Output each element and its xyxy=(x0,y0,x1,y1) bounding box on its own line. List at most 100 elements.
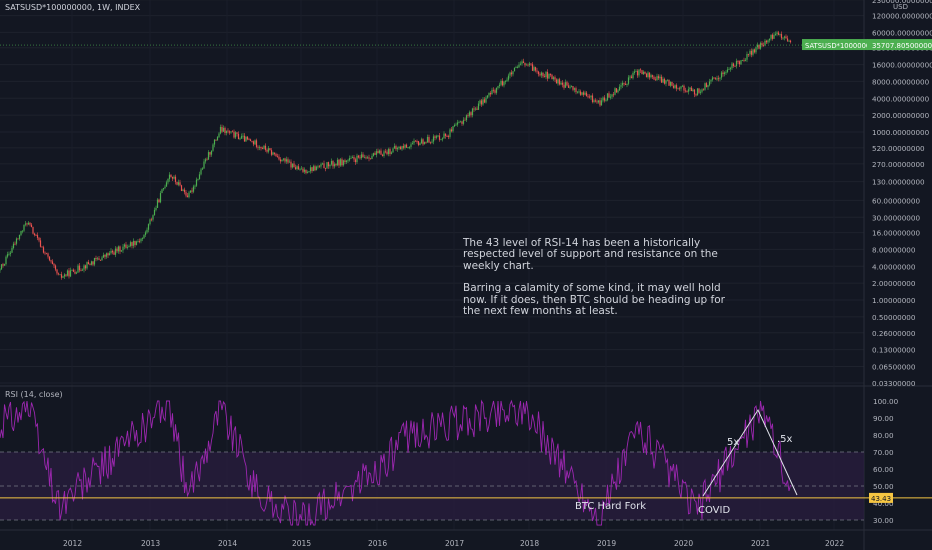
candle-body xyxy=(252,141,255,145)
candle-body xyxy=(474,108,477,110)
candle-body xyxy=(632,72,634,79)
candle-body xyxy=(23,224,25,231)
candle-body xyxy=(555,79,558,84)
candle-body xyxy=(590,95,592,98)
candle-body xyxy=(705,83,708,88)
candle-body xyxy=(6,254,9,257)
candle-body xyxy=(285,159,288,162)
candle-body xyxy=(479,100,481,104)
candle-body xyxy=(684,90,687,92)
candle-body xyxy=(338,159,340,166)
candle-body xyxy=(198,174,201,180)
candle-body xyxy=(324,167,327,169)
candle-body xyxy=(414,140,417,142)
candle-body xyxy=(269,148,271,151)
currency-label: USD xyxy=(893,3,908,11)
candle-body xyxy=(260,146,262,149)
price-tick-label: 16000.00000000 xyxy=(872,61,932,70)
candle-body xyxy=(294,167,297,170)
candle-body xyxy=(291,163,294,168)
candle-body xyxy=(594,100,597,102)
candle-body xyxy=(327,162,330,167)
candle-body xyxy=(206,159,208,161)
candle-body xyxy=(29,222,31,225)
candle-body xyxy=(71,269,73,271)
candle-body xyxy=(78,265,81,271)
candle-body xyxy=(234,132,237,138)
candle-body xyxy=(134,240,136,245)
candle-body xyxy=(275,153,277,157)
price-tick-label: 4.00000000 xyxy=(872,262,916,271)
candle-body xyxy=(693,89,696,95)
candle-body xyxy=(308,171,310,173)
candle-body xyxy=(680,86,682,89)
candle-body xyxy=(581,92,583,95)
candle-body xyxy=(750,50,753,55)
candle-body xyxy=(725,71,727,73)
candle-body xyxy=(537,71,540,75)
candle-body xyxy=(69,270,72,277)
candle-body xyxy=(588,96,591,98)
candle-body xyxy=(758,44,760,49)
candle-body xyxy=(606,93,609,101)
candle-body xyxy=(420,139,423,144)
candle-body xyxy=(296,166,298,170)
candle-body xyxy=(183,189,186,193)
candle-body xyxy=(24,223,27,225)
candle-body xyxy=(686,91,688,93)
candle-body xyxy=(435,136,438,138)
price-tick-label: 4000.00000000 xyxy=(872,94,930,103)
candle-body xyxy=(740,60,742,65)
candle-body xyxy=(35,235,37,236)
candle-body xyxy=(746,53,748,60)
price-candles xyxy=(0,30,864,280)
candle-body xyxy=(212,144,214,151)
candle-body xyxy=(650,75,652,78)
candle-body xyxy=(489,93,492,95)
candle-body xyxy=(288,161,291,163)
candle-body xyxy=(332,161,334,167)
candle-body xyxy=(462,119,465,124)
candle-body xyxy=(255,140,258,147)
candle-body xyxy=(11,248,13,253)
candle-body xyxy=(485,97,487,103)
price-tick-label: 1.00000000 xyxy=(872,296,916,305)
year-tick-label: 2019 xyxy=(597,539,616,548)
candle-body xyxy=(770,34,772,39)
candle-body xyxy=(246,136,249,140)
candle-body xyxy=(767,40,769,43)
candle-body xyxy=(51,261,54,265)
candle-body xyxy=(563,84,565,88)
candle-body xyxy=(152,215,154,220)
candle-body xyxy=(125,244,127,248)
candle-body xyxy=(779,34,781,35)
candle-body xyxy=(101,257,103,261)
candle-body xyxy=(465,115,468,121)
candle-body xyxy=(459,121,462,123)
candle-body xyxy=(423,141,426,145)
symbol-badge-text: SATSUSD*100000000 xyxy=(805,42,879,50)
candle-body xyxy=(366,157,369,159)
candle-body xyxy=(776,32,778,34)
candle-body xyxy=(21,230,24,232)
candle-body xyxy=(290,161,292,168)
candle-body xyxy=(284,158,286,162)
candle-body xyxy=(419,143,421,146)
candle-body xyxy=(141,238,144,239)
candle-body xyxy=(477,103,480,110)
symbol-badge-bg xyxy=(802,39,868,51)
candle-body xyxy=(146,229,148,233)
year-tick-label: 2018 xyxy=(520,539,539,548)
candle-body xyxy=(452,126,454,132)
candle-body xyxy=(47,253,49,257)
candle-body xyxy=(392,148,394,153)
candle-body xyxy=(540,72,543,76)
candle-body xyxy=(173,176,175,179)
candle-body xyxy=(522,61,525,63)
candle-body xyxy=(639,69,642,71)
candle-body xyxy=(785,36,787,39)
candle-body xyxy=(614,88,616,95)
candle-body xyxy=(77,265,79,273)
year-tick-label: 2021 xyxy=(751,539,770,548)
candle-body xyxy=(585,92,588,97)
